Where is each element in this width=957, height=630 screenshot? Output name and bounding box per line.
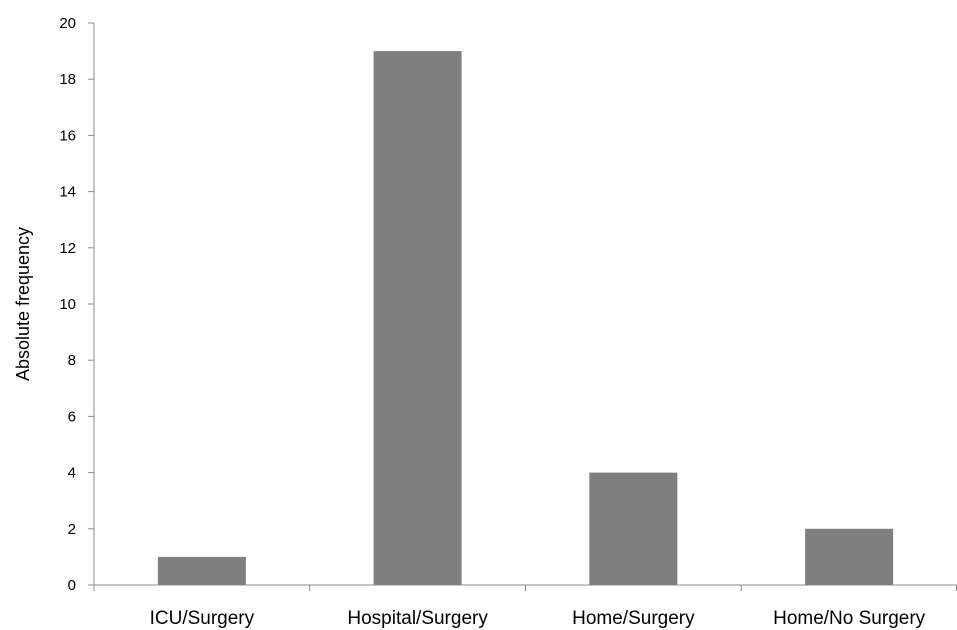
y-tick-label: 6 [68, 408, 76, 425]
y-axis-title: Absolute frequency [13, 227, 33, 381]
bar-icu-surgery [157, 556, 246, 585]
y-axis: 0 2 4 6 8 10 12 14 16 18 20 [59, 15, 95, 594]
y-tick-label: 20 [59, 15, 76, 32]
category-label: Hospital/Surgery [347, 608, 488, 629]
y-tick-label: 14 [59, 184, 76, 201]
bars [157, 51, 894, 586]
category-labels: ICU/Surgery Hospital/Surgery Home/Surgery H… [150, 608, 926, 629]
y-tick-label: 18 [59, 71, 76, 88]
y-tick-label: 16 [59, 127, 76, 144]
y-tick-label: 10 [59, 296, 76, 313]
y-tick-label: 4 [68, 465, 76, 482]
category-label: Home/No Surgery [773, 608, 926, 629]
bar-home-no-surgery [805, 528, 894, 585]
y-tick-label: 8 [68, 352, 76, 369]
category-label: ICU/Surgery [150, 608, 255, 629]
bar-home-surgery [589, 472, 678, 585]
category-label: Home/Surgery [572, 608, 695, 629]
y-tick-label: 12 [59, 240, 76, 257]
y-tick-label: 0 [68, 577, 76, 594]
x-axis [88, 584, 957, 591]
bar-hospital-surgery [373, 51, 462, 586]
y-tick-label: 2 [68, 521, 76, 538]
